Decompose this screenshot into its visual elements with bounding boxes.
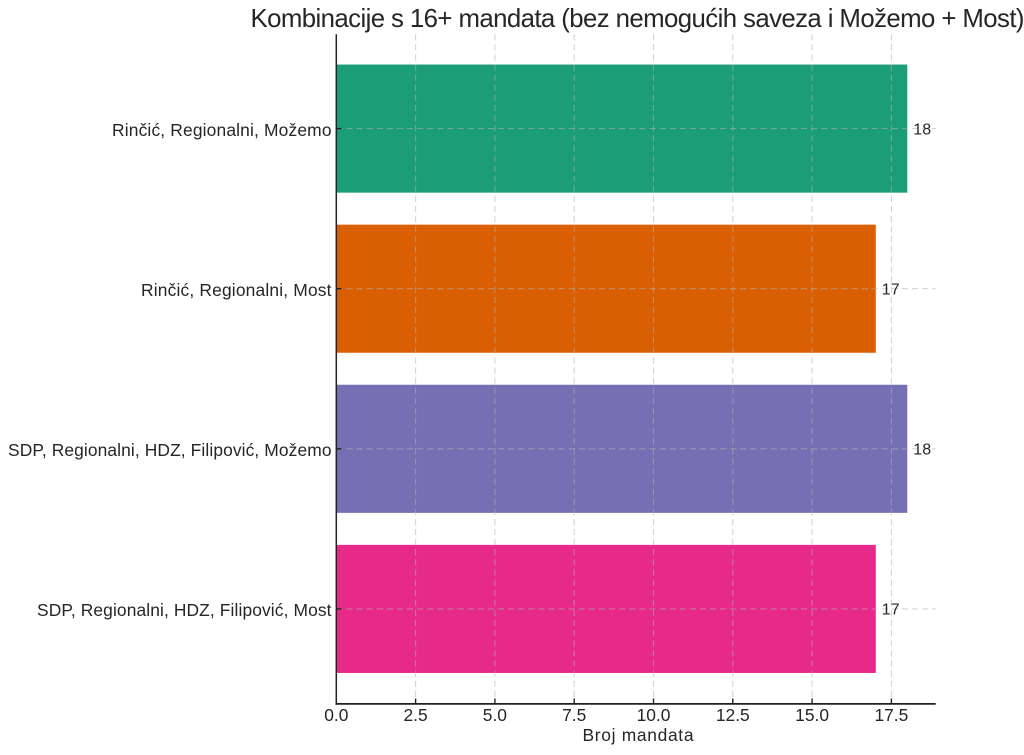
svg-text:10.0: 10.0 xyxy=(637,705,671,725)
svg-text:SDP, Regionalni, HDZ, Filipovi: SDP, Regionalni, HDZ, Filipović, Možemo xyxy=(8,440,332,460)
svg-text:2.5: 2.5 xyxy=(404,705,428,725)
svg-text:18: 18 xyxy=(913,121,931,138)
svg-text:Rinčić, Regionalni, Možemo: Rinčić, Regionalni, Možemo xyxy=(112,120,332,140)
svg-text:17: 17 xyxy=(882,602,900,619)
svg-text:15.0: 15.0 xyxy=(795,705,829,725)
svg-text:12.5: 12.5 xyxy=(716,705,750,725)
svg-text:5.0: 5.0 xyxy=(483,705,507,725)
svg-text:0.0: 0.0 xyxy=(324,705,348,725)
svg-text:Rinčić, Regionalni, Most: Rinčić, Regionalni, Most xyxy=(141,280,332,300)
svg-text:17: 17 xyxy=(882,282,900,299)
svg-text:Kombinacije s 16+ mandata (bez: Kombinacije s 16+ mandata (bez nemogućih… xyxy=(251,5,1024,33)
svg-text:7.5: 7.5 xyxy=(562,705,586,725)
svg-text:18: 18 xyxy=(913,442,931,459)
svg-text:17.5: 17.5 xyxy=(874,705,908,725)
svg-text:Broj mandata: Broj mandata xyxy=(583,725,694,745)
svg-text:SDP, Regionalni, HDZ, Filipovi: SDP, Regionalni, HDZ, Filipović, Most xyxy=(37,600,332,620)
